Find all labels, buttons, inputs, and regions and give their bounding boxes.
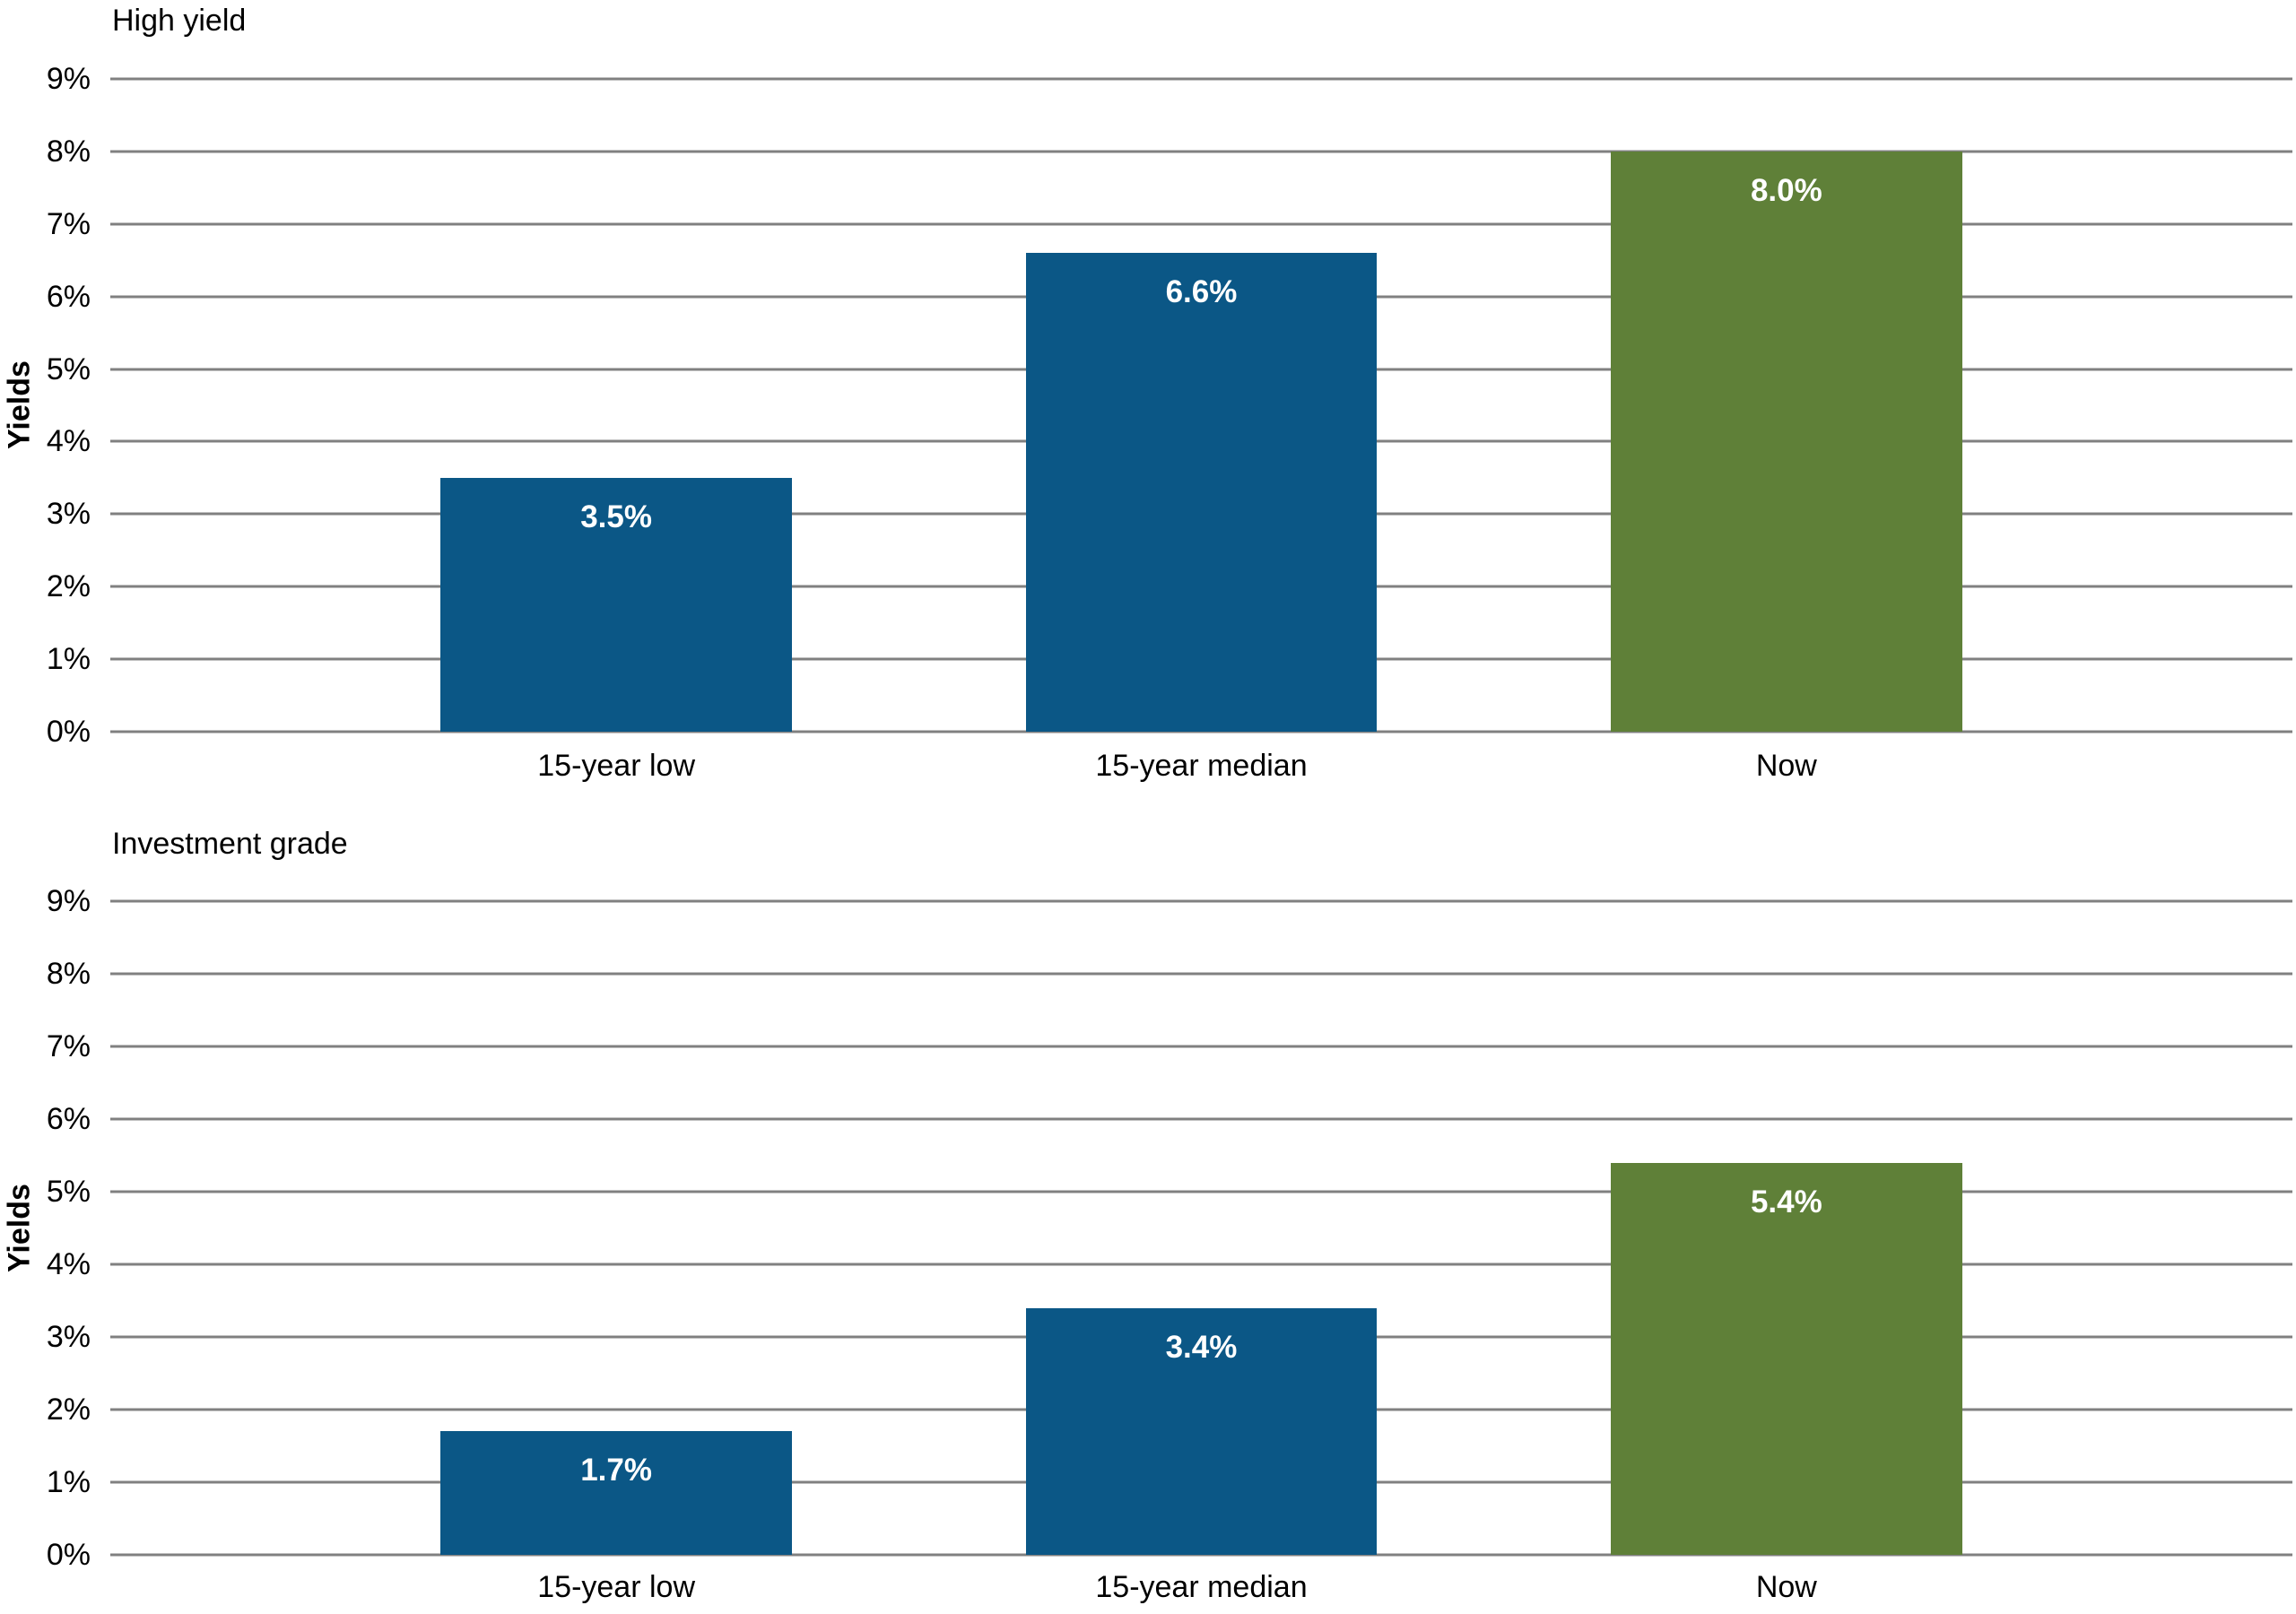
gridline	[110, 222, 2292, 226]
y-tick-label: 6%	[46, 279, 91, 314]
y-tick-label: 9%	[46, 884, 91, 918]
y-tick-label: 4%	[46, 424, 91, 459]
bar-15-year-median: 6.6%	[1025, 253, 1378, 732]
gridline	[110, 1190, 2292, 1193]
y-tick-label: 7%	[46, 1028, 91, 1063]
gridline	[110, 1045, 2292, 1048]
gridline	[110, 1117, 2292, 1121]
x-axis-label-now: Now	[1755, 749, 1817, 783]
x-axis-label-15-year-low: 15-year low	[537, 1570, 695, 1604]
x-axis-labels: 15-year low 15-year median Now	[110, 746, 2292, 785]
y-tick-label: 0%	[46, 1538, 91, 1572]
gridline	[110, 730, 2292, 733]
y-tick-label: 5%	[46, 351, 91, 386]
bar-value-label: 1.7%	[580, 1453, 652, 1488]
bar-now: 5.4%	[1610, 1162, 1962, 1555]
bar-15-year-low: 1.7%	[440, 1431, 793, 1555]
y-tick-label: 6%	[46, 1102, 91, 1136]
y-tick-label: 1%	[46, 642, 91, 677]
y-tick-label: 8%	[46, 134, 91, 169]
chart-title: Investment grade	[112, 827, 348, 861]
gridline	[110, 972, 2292, 976]
bar-value-label: 8.0%	[1750, 172, 1822, 208]
bar-value-label: 3.5%	[580, 499, 652, 534]
bar-15-year-low: 3.5%	[440, 477, 793, 732]
x-axis-label-15-year-median: 15-year median	[1095, 1570, 1308, 1604]
y-tick-label: 9%	[46, 62, 91, 96]
y-tick-label: 2%	[46, 569, 91, 604]
x-axis-label-15-year-median: 15-year median	[1095, 749, 1308, 783]
y-tick-label: 3%	[46, 497, 91, 532]
y-axis-label: Yields	[2, 360, 37, 450]
gridline	[110, 1263, 2292, 1266]
y-tick-label: 4%	[46, 1247, 91, 1281]
y-tick-label: 1%	[46, 1464, 91, 1499]
bars-layer: 1.7% 3.4% 5.4%	[110, 901, 2292, 1555]
bar-now: 8.0%	[1610, 151, 1962, 732]
y-tick-label: 2%	[46, 1393, 91, 1427]
bars-layer: 3.5% 6.6% 8.0%	[110, 79, 2292, 732]
bar-value-label: 3.4%	[1165, 1329, 1238, 1365]
bar-15-year-median: 3.4%	[1025, 1307, 1378, 1555]
gridline	[110, 77, 2292, 81]
gridline	[110, 150, 2292, 153]
y-tick-label: 7%	[46, 206, 91, 241]
y-tick-label: 0%	[46, 715, 91, 749]
x-axis-label-now: Now	[1755, 1570, 1817, 1604]
gridline	[110, 1553, 2292, 1557]
bar-value-label: 5.4%	[1750, 1184, 1822, 1219]
chart-title: High yield	[112, 4, 247, 38]
gridline	[110, 899, 2292, 903]
x-axis-labels: 15-year low 15-year median Now	[110, 1567, 2292, 1607]
plot-area: 0% 1% 2% 3% 4% 5% 6% 7% 8% 9% 3.5% 6.6% 8.0%	[47, 64, 2292, 747]
plot-area: 0% 1% 2% 3% 4% 5% 6% 7% 8% 9% 1.7% 3.4% 5.4%	[47, 886, 2292, 1570]
y-tick-label: 5%	[46, 1174, 91, 1209]
x-axis-label-15-year-low: 15-year low	[537, 749, 695, 783]
bar-value-label: 6.6%	[1165, 274, 1238, 310]
y-tick-label: 8%	[46, 956, 91, 991]
y-tick-label: 3%	[46, 1320, 91, 1354]
y-axis-label: Yields	[2, 1184, 37, 1272]
